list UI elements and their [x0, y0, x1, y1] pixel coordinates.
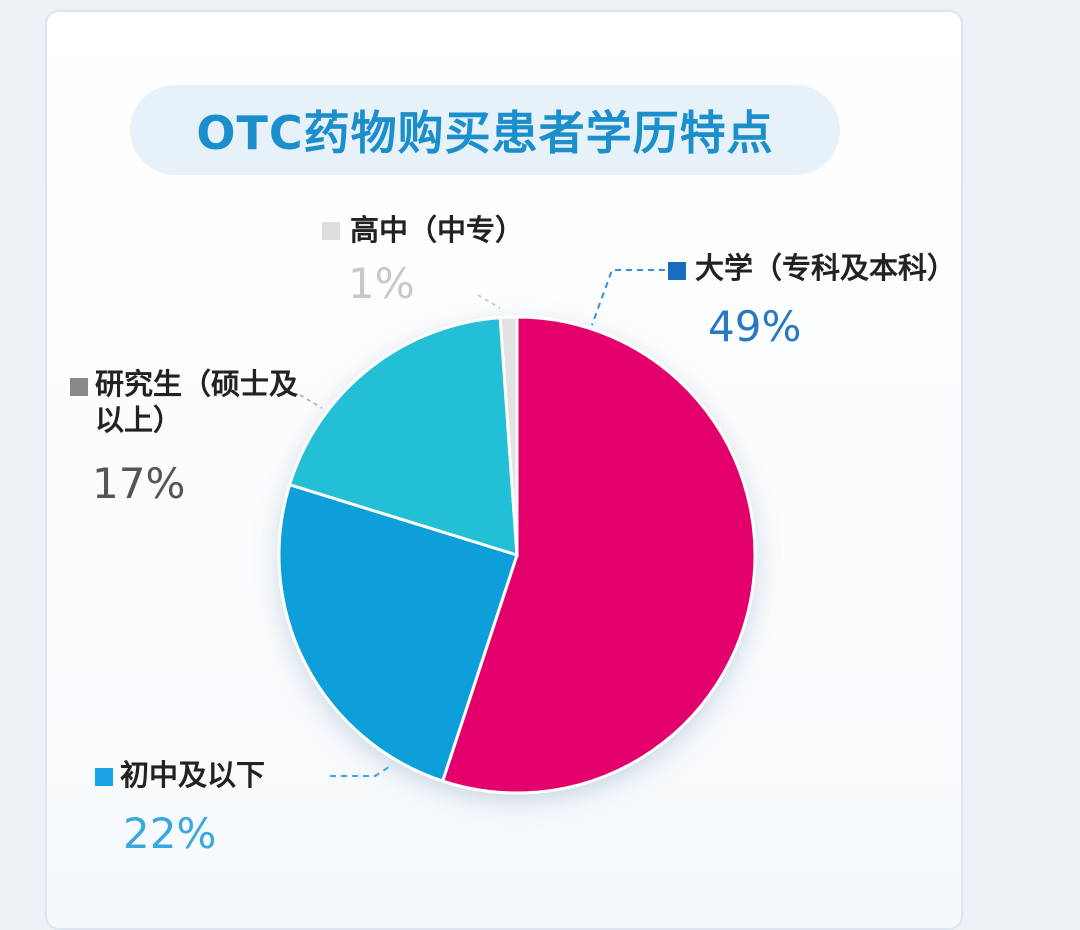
value-label: 49% — [708, 302, 802, 351]
legend-marker — [95, 768, 113, 786]
value-label: 17% — [92, 459, 186, 508]
pie-slice — [440, 315, 757, 795]
pie-slice — [277, 482, 519, 783]
leader-line — [330, 764, 393, 777]
value-label: 1% — [348, 259, 415, 308]
chart-title: OTC药物购买患者学历特点 — [196, 106, 774, 160]
leader-line — [591, 269, 665, 326]
pie-slice — [498, 315, 519, 556]
legend-marker — [322, 222, 340, 240]
pie-slice — [287, 315, 519, 558]
legend-marker — [668, 262, 686, 280]
pie — [277, 315, 757, 795]
category-label: 大学（专科及本科） — [695, 251, 957, 285]
category-label: 初中及以下 — [120, 758, 266, 792]
legend-marker — [70, 378, 88, 396]
category-label: 研究生（硕士及以上） — [95, 367, 299, 437]
title-pill: OTC药物购买患者学历特点 — [130, 85, 840, 175]
category-label: 高中（中专） — [350, 213, 525, 247]
value-label: 22% — [123, 809, 217, 858]
leader-line — [477, 294, 501, 309]
